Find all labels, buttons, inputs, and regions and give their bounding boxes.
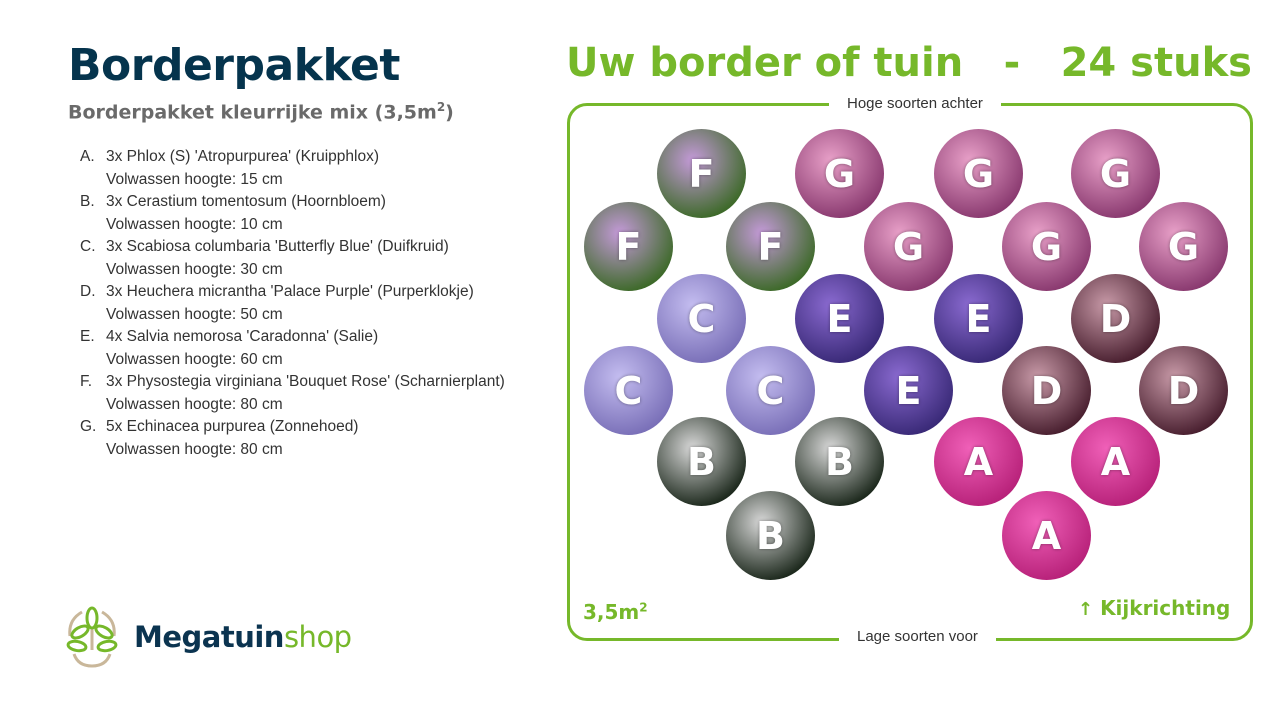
plant-circle-e: E <box>864 346 953 435</box>
item-letter: D. <box>80 283 96 300</box>
item-letter: A. <box>80 148 95 165</box>
view-direction-text: Kijkrichting <box>1100 596 1231 620</box>
logo-part1: Megatuin <box>134 620 284 654</box>
leaf-tree-icon <box>66 606 118 668</box>
plant-list-item: B. 3x Cerastium tomentosum (Hoornbloem) V… <box>80 191 505 236</box>
plant-circle-a: A <box>1002 491 1091 580</box>
item-body: 3x Scabiosa columbaria 'Butterfly Blue' … <box>106 236 449 281</box>
item-letter: C. <box>80 238 96 255</box>
plant-circle-a: A <box>1071 417 1160 506</box>
plant-circle-f: F <box>657 129 746 218</box>
plant-list-item: A. 3x Phlox (S) 'Atropurpurea' (Kruipphl… <box>80 146 505 191</box>
item-height: Volwassen hoogte: 30 cm <box>106 260 283 278</box>
plant-list-item: G. 5x Echinacea purpurea (Zonnehoed) Volw… <box>80 416 505 461</box>
plant-circle-g: G <box>1139 202 1228 291</box>
back-label: Hoge soorten achter <box>829 95 1001 112</box>
item-body: 3x Phlox (S) 'Atropurpurea' (Kruipphlox)… <box>106 146 379 191</box>
plan-title: Uw border of tuin -24 stuks <box>566 40 1252 86</box>
item-height: Volwassen hoogte: 80 cm <box>106 395 283 413</box>
item-height: Volwassen hoogte: 60 cm <box>106 350 283 368</box>
plant-circle-e: E <box>795 274 884 363</box>
item-name: 5x Echinacea purpurea (Zonnehoed) <box>106 418 359 435</box>
item-height: Volwassen hoogte: 15 cm <box>106 170 283 188</box>
item-letter: B. <box>80 193 95 210</box>
plant-circle-b: B <box>795 417 884 506</box>
subtitle: Borderpakket kleurrijke mix (3,5m2) <box>68 100 454 123</box>
item-letter: G. <box>80 418 97 435</box>
plant-circle-c: C <box>726 346 815 435</box>
plant-list: A. 3x Phlox (S) 'Atropurpurea' (Kruipphl… <box>80 146 505 461</box>
plant-circle-d: D <box>1139 346 1228 435</box>
item-letter: E. <box>80 328 95 345</box>
plan-title-dash: - <box>1003 40 1021 86</box>
subtitle-text: Borderpakket kleurrijke mix (3,5m <box>68 101 437 124</box>
plant-circle-c: C <box>657 274 746 363</box>
plant-circle-d: D <box>1002 346 1091 435</box>
plant-count: 24 stuks <box>1060 40 1252 86</box>
logo-part2: shop <box>283 620 352 654</box>
plant-list-item: E. 4x Salvia nemorosa 'Caradonna' (Salie… <box>80 326 505 371</box>
item-name: 3x Heuchera micrantha 'Palace Purple' (P… <box>106 283 474 300</box>
plant-circle-a: A <box>934 417 1023 506</box>
arrow-up-icon: ↑ <box>1078 599 1094 620</box>
plant-circle-f: F <box>726 202 815 291</box>
page-title: Borderpakket <box>68 40 400 91</box>
item-name: 4x Salvia nemorosa 'Caradonna' (Salie) <box>106 328 379 345</box>
plant-circle-g: G <box>1071 129 1160 218</box>
subtitle-end: ) <box>445 101 454 124</box>
item-body: 3x Cerastium tomentosum (Hoornbloem) Volw… <box>106 191 386 236</box>
plant-circle-c: C <box>584 346 673 435</box>
item-name: 3x Phlox (S) 'Atropurpurea' (Kruipphlox) <box>106 148 379 165</box>
plant-list-item: F. 3x Physostegia virginiana 'Bouquet Ro… <box>80 371 505 416</box>
item-height: Volwassen hoogte: 80 cm <box>106 440 283 458</box>
item-body: 3x Heuchera micrantha 'Palace Purple' (P… <box>106 281 474 326</box>
item-body: 4x Salvia nemorosa 'Caradonna' (Salie) Vo… <box>106 326 378 371</box>
item-letter: F. <box>80 373 93 390</box>
plant-circle-g: G <box>934 129 1023 218</box>
item-name: 3x Cerastium tomentosum (Hoornbloem) <box>106 193 386 210</box>
front-label: Lage soorten voor <box>839 628 996 645</box>
area-label: 3,5m2 <box>583 600 648 624</box>
area-sup: 2 <box>639 600 648 615</box>
plant-circle-g: G <box>1002 202 1091 291</box>
logo-text: Megatuinshop <box>134 620 352 654</box>
plan-title-text: Uw border of tuin <box>566 40 964 86</box>
plant-list-item: C. 3x Scabiosa columbaria 'Butterfly Blu… <box>80 236 505 281</box>
plant-circle-f: F <box>584 202 673 291</box>
plant-list-item: D. 3x Heuchera micrantha 'Palace Purple'… <box>80 281 505 326</box>
item-name: 3x Physostegia virginiana 'Bouquet Rose'… <box>106 373 505 390</box>
item-body: 5x Echinacea purpurea (Zonnehoed) Volwass… <box>106 416 358 461</box>
view-direction: ↑ Kijkrichting <box>1078 596 1230 620</box>
item-body: 3x Physostegia virginiana 'Bouquet Rose'… <box>106 371 505 416</box>
plant-circle-g: G <box>795 129 884 218</box>
item-name: 3x Scabiosa columbaria 'Butterfly Blue' … <box>106 238 449 255</box>
area-value: 3,5m <box>583 600 640 624</box>
plant-circle-g: G <box>864 202 953 291</box>
subtitle-sup: 2 <box>436 100 446 114</box>
plant-circle-e: E <box>934 274 1023 363</box>
logo: Megatuinshop <box>64 606 352 668</box>
plant-circle-d: D <box>1071 274 1160 363</box>
plant-circle-b: B <box>657 417 746 506</box>
plant-circle-b: B <box>726 491 815 580</box>
item-height: Volwassen hoogte: 10 cm <box>106 215 283 233</box>
item-height: Volwassen hoogte: 50 cm <box>106 305 283 323</box>
